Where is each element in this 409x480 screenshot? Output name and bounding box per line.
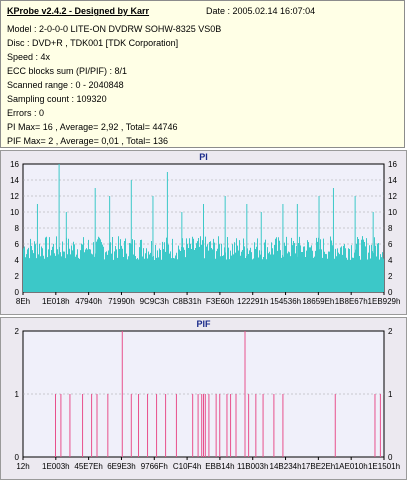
info-pi-stats: PI Max= 16 , Average= 2,92 , Total= 4474…	[7, 122, 178, 132]
pi-y-tick-right: 12	[388, 192, 397, 201]
pif-x-tick: 12h	[16, 462, 29, 471]
pif-chart-panel: PIF 0 0 1 1 2 2 12h 1E003h 45E7Eh 6E9E3h 9766Fh C10F…	[0, 317, 407, 480]
pi-x-tick: 71990h	[108, 297, 135, 306]
info-disc: Disc : DVD+R , TDK001 [TDK Corporation]	[7, 38, 179, 48]
pi-x-tick: F3E60h	[206, 297, 234, 306]
info-errors: Errors : 0	[7, 108, 45, 118]
pi-x-tick: 1B8E67h	[335, 297, 368, 306]
pi-y-tick-left: 10	[10, 208, 19, 217]
pi-y-tick-right: 6	[388, 240, 393, 249]
info-ecc: ECC blocks sum (PI/PIF) : 8/1	[7, 66, 128, 76]
pi-x-tick: 18659Eh	[302, 297, 334, 306]
pi-chart-panel: PI 0 0 2 2 4 4 6 6 8 8 10 10 12 12 14 14 16 16 8Eh 1E018h 479…	[0, 150, 407, 315]
pi-y-tick-left: 4	[15, 256, 20, 265]
pi-x-tick: 8Eh	[16, 297, 30, 306]
pif-x-tick: 6E9E3h	[107, 462, 135, 471]
pi-y-tick-left: 12	[10, 192, 19, 201]
pi-x-tick: 47940h	[75, 297, 102, 306]
pi-x-tick: C8B31h	[173, 297, 202, 306]
pif-x-tick: 45E7Eh	[74, 462, 102, 471]
info-sampling: Sampling count : 109320	[7, 94, 107, 104]
pi-x-tick: 122291h	[237, 297, 268, 306]
info-pif-stats: PIF Max= 2 , Average= 0,01 , Total= 136	[7, 136, 169, 146]
info-range: Scanned range : 0 - 2040848	[7, 80, 124, 90]
pif-title: PIF	[196, 319, 211, 329]
pi-y-tick-right: 8	[388, 224, 393, 233]
pi-chart: PI 0 0 2 2 4 4 6 6 8 8 10 10 12 12 14 14 16 16 8Eh 1E018h 479…	[1, 151, 406, 314]
info-speed: Speed : 4x	[7, 52, 51, 62]
pi-y-tick-right: 16	[388, 160, 397, 169]
scan-date: Date : 2005.02.14 16:07:04	[206, 6, 316, 16]
pif-y-tick-left: 1	[15, 390, 20, 399]
pi-y-tick-left: 6	[15, 240, 20, 249]
pi-x-tick: 9C9C3h	[140, 297, 169, 306]
pi-y-tick-left: 16	[10, 160, 19, 169]
pi-y-tick-right: 0	[388, 288, 393, 297]
pif-x-tick: 11B003h	[237, 462, 268, 471]
pi-x-tick: 1E018h	[42, 297, 70, 306]
pi-x-tick: 1EB929h	[368, 297, 401, 306]
pif-x-tick: 1E003h	[42, 462, 70, 471]
pif-x-tick: 1E1501h	[368, 462, 400, 471]
pi-y-tick-right: 4	[388, 256, 393, 265]
pif-chart: PIF 0 0 1 1 2 2 12h 1E003h 45E7Eh 6E9E3h 9766Fh C10F…	[1, 318, 406, 479]
pif-y-tick-right: 2	[388, 327, 393, 336]
info-model: Model : 2-0-0-0 LITE-ON DVDRW SOHW-8325 …	[7, 24, 222, 34]
pi-x-tick: 154536h	[270, 297, 301, 306]
info-panel: KProbe v2.4.2 - Designed by Karr Date : …	[0, 0, 405, 148]
pi-y-tick-left: 2	[15, 272, 20, 281]
pif-x-tick: 1AE010h	[335, 462, 368, 471]
pi-y-tick-right: 10	[388, 208, 397, 217]
pif-y-tick-left: 0	[15, 453, 20, 462]
pi-y-tick-right: 14	[388, 176, 397, 185]
pif-x-tick: 17BE2Eh	[301, 462, 335, 471]
pi-title: PI	[199, 152, 208, 162]
pif-x-tick: EBB14h	[205, 462, 234, 471]
pif-y-tick-left: 2	[15, 327, 20, 336]
pi-y-tick-left: 8	[15, 224, 20, 233]
pi-y-tick-left: 14	[10, 176, 19, 185]
pif-x-tick: C10F4h	[173, 462, 201, 471]
pi-y-tick-left: 0	[15, 288, 20, 297]
pi-y-tick-right: 2	[388, 272, 393, 281]
pif-x-tick: 9766Fh	[141, 462, 168, 471]
pif-y-tick-right: 0	[388, 453, 393, 462]
pif-y-tick-right: 1	[388, 390, 393, 399]
app-title: KProbe v2.4.2 - Designed by Karr	[7, 6, 150, 16]
pif-x-tick: 14B234h	[270, 462, 302, 471]
